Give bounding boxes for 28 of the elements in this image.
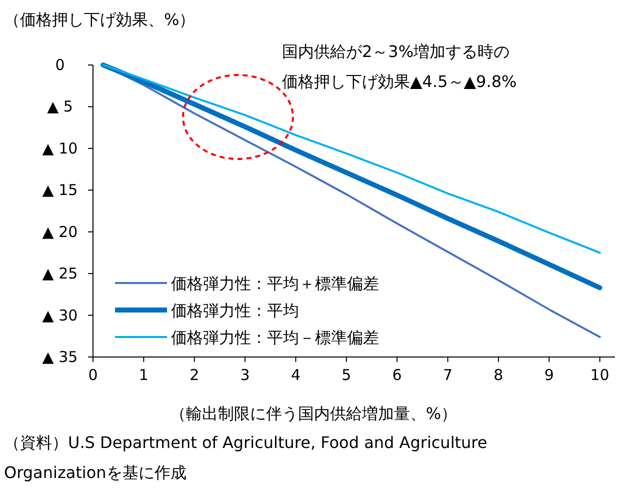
legend-label: 価格弾力性：平均－標準偏差 (171, 328, 379, 347)
x-tick-label: 5 (342, 366, 352, 384)
text: （資料）U.S Department of Agriculture, Food and Agriculture Organizationを基に作成 (4, 432, 488, 484)
x-tick-label: 3 (240, 366, 250, 384)
legend-label: 価格弾力性：平均 (171, 301, 299, 320)
annotation: 価格押し下げ効果▲4.5～▲9.8% (282, 71, 517, 93)
legend-label: 価格弾力性：平均＋標準偏差 (171, 274, 379, 293)
x-axis-title: （輸出制限に伴う国内供給増加量、%） (168, 404, 458, 425)
x-tick-label: 10 (590, 366, 610, 384)
y-tick-label: 0 (55, 56, 65, 74)
line-series (102, 64, 601, 254)
y-tick-label: ▲ 25 (42, 264, 78, 283)
y-tick-label: ▲ 10 (42, 139, 78, 158)
x-tick-label: 8 (494, 366, 504, 384)
y-tick-label: ▲ 20 (42, 222, 78, 241)
x-tick-label: 7 (442, 366, 453, 384)
x-tick-label: 0 (88, 366, 98, 384)
y-tick-label: ▲ 15 (42, 181, 78, 200)
chart-subtitle: （価格押し下げ効果、%） (4, 10, 196, 31)
text: 国内供給が2～3%増加する時の (282, 41, 510, 63)
y-tick-label: ▲ 35 (42, 348, 78, 366)
y-tick-label: ▲ 30 (42, 306, 78, 324)
x-tick-label: 4 (290, 366, 300, 384)
x-tick-label: 2 (190, 366, 200, 384)
x-tick-label: 1 (138, 366, 148, 384)
x-tick-label: 9 (544, 366, 554, 384)
y-tick-label: ▲ 5 (47, 98, 73, 116)
x-tick-label: 6 (392, 366, 402, 384)
